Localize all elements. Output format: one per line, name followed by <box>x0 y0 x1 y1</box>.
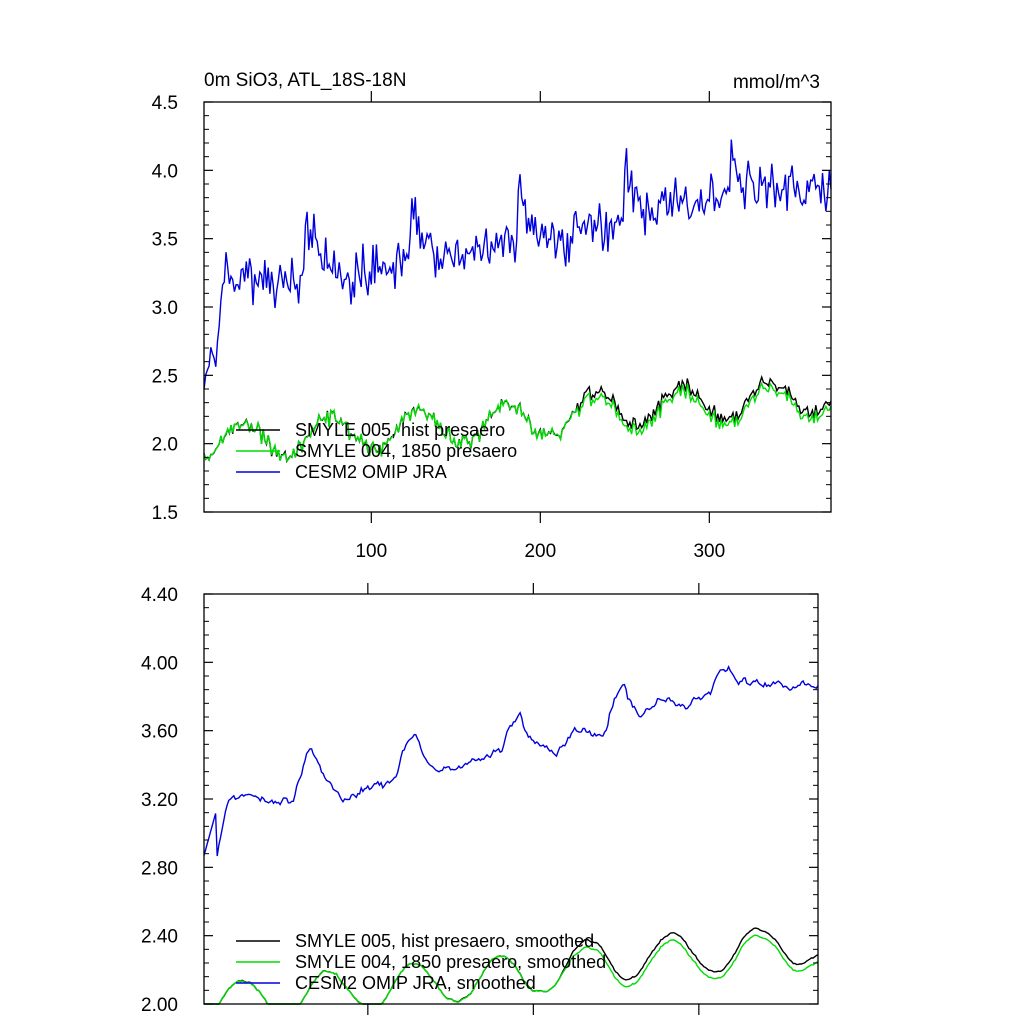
x-tick-label: 200 <box>524 541 556 562</box>
y-tick-label: 2.80 <box>141 858 178 879</box>
legend-label-3: CESM2 OMIP JRA <box>295 462 447 482</box>
legend-label-1: SMYLE 005, hist presaero, smoothed <box>295 931 594 951</box>
legend-label-2: SMYLE 004, 1850 presaero, smoothed <box>295 952 606 972</box>
series-line-2 <box>204 934 819 1005</box>
bottom-panel: 2.00 2.40 2.80 3.20 3.60 4.00 4.40 SMYLE 005, … <box>141 583 819 1016</box>
top-panel: 0m SiO3, ATL_18S-18N mmol/m^3 1.5 2.0 2.5 3… <box>152 70 832 562</box>
y-tick-label: 3.5 <box>152 230 178 251</box>
y-tick-label: 2.00 <box>141 995 178 1016</box>
bottom-series-lines <box>203 665 819 1005</box>
x-tick-label: 100 <box>355 541 387 562</box>
y-tick-label: 4.40 <box>141 585 178 606</box>
top-axis-ticks: 1.5 2.0 2.5 3.0 3.5 4.0 4.5 100 200 300 <box>152 91 831 562</box>
top-series-lines <box>203 139 832 464</box>
bottom-legend: SMYLE 005, hist presaero, smoothedSMYLE … <box>236 931 606 993</box>
x-tick-label: 300 <box>693 541 725 562</box>
top-title-left: 0m SiO3, ATL_18S-18N <box>204 70 406 91</box>
legend-label-3: CESM2 OMIP JRA, smoothed <box>295 973 536 993</box>
y-tick-label: 4.5 <box>152 93 178 114</box>
series-line-2 <box>203 381 832 463</box>
bottom-axis-ticks: 2.00 2.40 2.80 3.20 3.60 4.00 4.40 <box>141 583 818 1016</box>
top-title-right: mmol/m^3 <box>733 72 820 93</box>
y-tick-label: 3.20 <box>141 790 178 811</box>
y-tick-label: 4.00 <box>141 653 178 674</box>
y-tick-label: 3.60 <box>141 722 178 743</box>
series-line-3 <box>203 665 819 857</box>
y-tick-label: 2.5 <box>152 366 178 387</box>
y-tick-label: 3.0 <box>152 298 178 319</box>
y-tick-label: 1.5 <box>152 503 178 524</box>
legend-label-2: SMYLE 004, 1850 presaero <box>295 441 517 461</box>
legend-label-1: SMYLE 005, hist presaero <box>295 420 505 440</box>
y-tick-label: 2.40 <box>141 927 178 948</box>
y-tick-label: 2.0 <box>152 435 178 456</box>
series-line-3 <box>203 139 832 390</box>
y-tick-label: 4.0 <box>152 161 178 182</box>
